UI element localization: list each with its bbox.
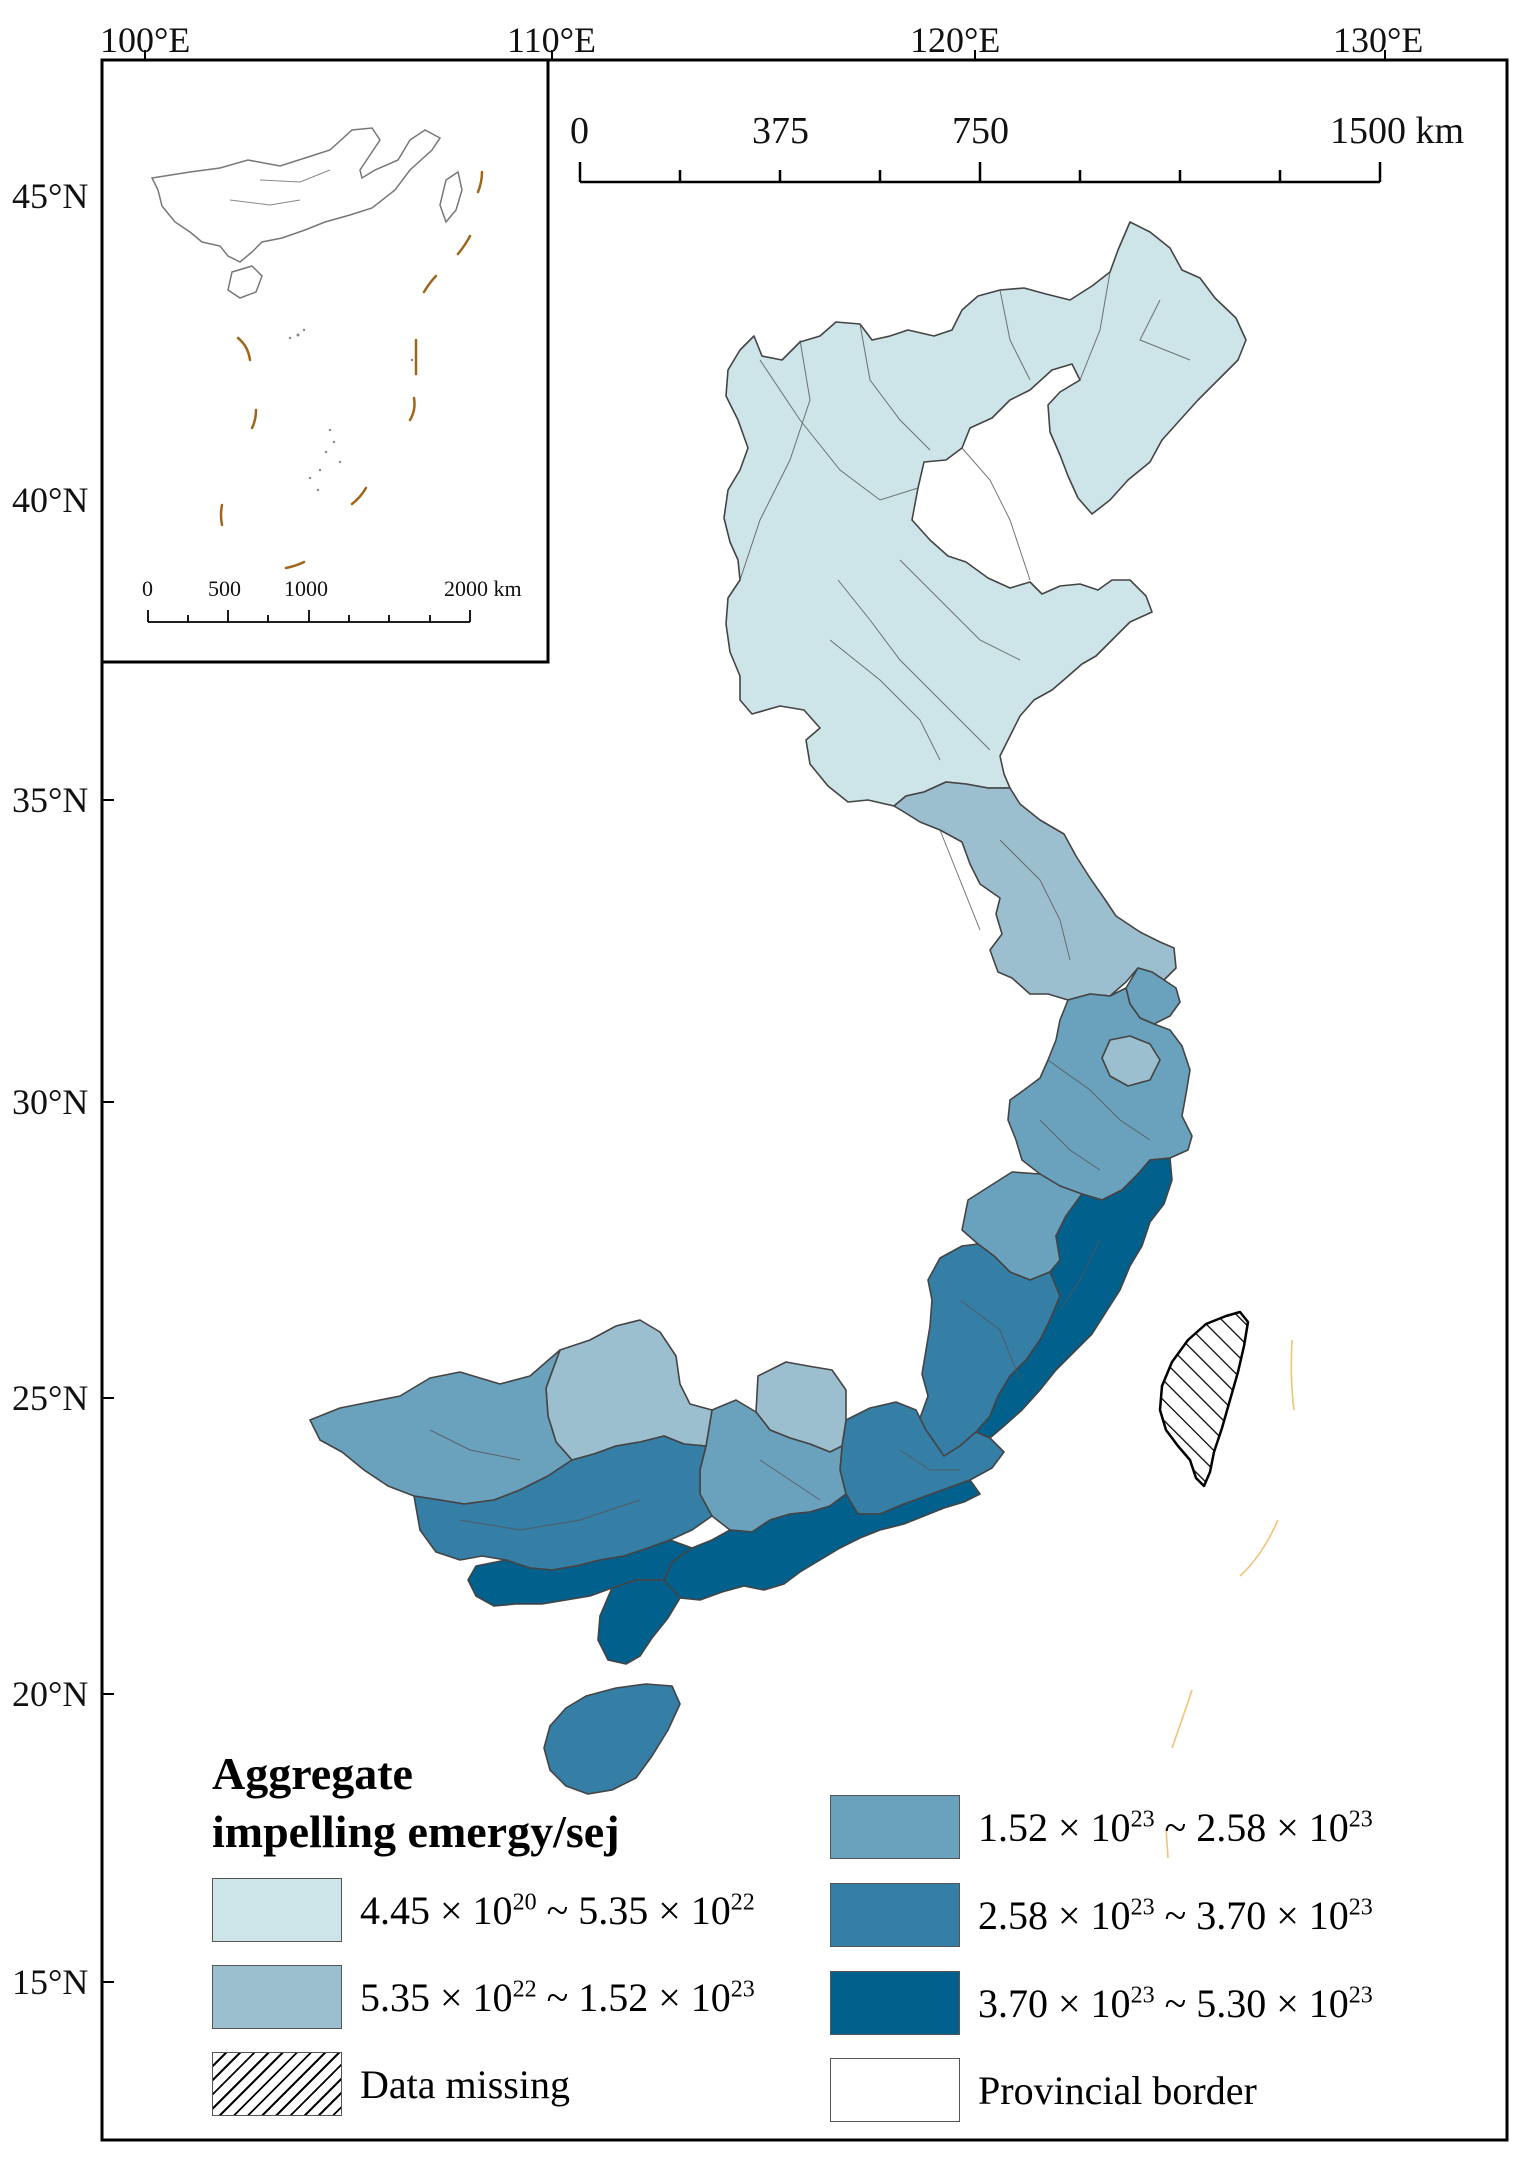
scale-bar-label: 750 xyxy=(952,110,1009,152)
legend-range-label: 4.45 × 1020 ~ 5.35 × 1022 xyxy=(360,1887,755,1933)
legend-provincial-border-label: Provincial border xyxy=(978,2067,1257,2113)
inset-scale-label: 500 xyxy=(208,576,241,601)
region-guangxi-north xyxy=(545,1319,713,1461)
lat-tick-label: 30°N xyxy=(12,1082,88,1122)
lat-tick-label: 45°N xyxy=(12,176,88,216)
lat-tick-label: 35°N xyxy=(12,780,88,820)
legend-swatch xyxy=(212,1965,342,2029)
region-guangdong-coast xyxy=(663,1479,981,1601)
region-north xyxy=(723,221,1247,807)
lat-tick-label: 15°N xyxy=(12,1962,88,2002)
inset-scale-label: 0 xyxy=(142,576,153,601)
region-jiangsu xyxy=(893,781,1177,1001)
region-guangxi-coast xyxy=(467,1539,693,1607)
legend-item-5: 3.70 × 1023 ~ 5.30 × 1023 xyxy=(830,1971,1373,2035)
inset-map xyxy=(100,58,550,664)
legend-title: Aggregate impelling emergy/sej xyxy=(212,1745,772,1861)
inset-scale-label: 2000 km xyxy=(444,576,522,601)
legend-item-4: 2.58 × 1023 ~ 3.70 × 1023 xyxy=(830,1883,1373,1947)
legend-item-2: 5.35 × 1022 ~ 1.52 × 1023 xyxy=(212,1965,755,2029)
lon-ticks xyxy=(144,50,1386,60)
legend-swatch xyxy=(830,1795,960,1859)
legend-swatch xyxy=(830,1883,960,1947)
lon-tick-label: 130°E xyxy=(1333,20,1423,60)
map-frame xyxy=(100,58,1509,2142)
region-hainan xyxy=(543,1683,681,1795)
legend: Aggregate impelling emergy/sej 4.45 × 10… xyxy=(212,1745,1512,2145)
legend-range-label: 3.70 × 1023 ~ 5.30 × 1023 xyxy=(978,1980,1373,2026)
legend-range-label: 1.52 × 1023 ~ 2.58 × 1023 xyxy=(978,1804,1373,1850)
legend-range-label: 2.58 × 1023 ~ 3.70 × 1023 xyxy=(978,1892,1373,1938)
region-zhejiang-north xyxy=(1101,1035,1161,1087)
scale-bar-label: 1500 km xyxy=(1330,110,1464,152)
legend-title-line1: Aggregate xyxy=(212,1748,413,1799)
scale-bar xyxy=(578,162,1382,184)
region-guangxi-central xyxy=(413,1435,713,1571)
region-taiwan xyxy=(1158,1310,1250,1488)
inset-scale-label: 1000 xyxy=(284,576,328,601)
scale-bar-label: 375 xyxy=(752,110,809,152)
lon-tick-label: 100°E xyxy=(100,20,190,60)
region-leizhou xyxy=(597,1579,681,1665)
legend-title-line2: impelling emergy/sej xyxy=(212,1806,620,1857)
legend-item-border: Provincial border xyxy=(830,2058,1257,2122)
lon-tick-label: 120°E xyxy=(910,20,1000,60)
legend-swatch xyxy=(830,1971,960,2035)
lat-tick-label: 40°N xyxy=(12,480,88,520)
lat-tick-label: 25°N xyxy=(12,1378,88,1418)
legend-item-missing: Data missing xyxy=(212,2052,570,2116)
lon-tick-label: 110°E xyxy=(507,20,596,60)
legend-swatch-hatch xyxy=(212,2052,342,2116)
legend-range-label: 5.35 × 1022 ~ 1.52 × 1023 xyxy=(360,1974,755,2020)
dash-line xyxy=(1165,1339,1295,1859)
legend-swatch xyxy=(212,1878,342,1942)
province-borders xyxy=(429,271,1191,1531)
region-guangxi-west xyxy=(309,1349,573,1505)
region-fujian-coast xyxy=(975,1157,1173,1439)
legend-swatch-border xyxy=(830,2058,960,2122)
legend-data-missing-label: Data missing xyxy=(360,2061,570,2107)
legend-item-1: 4.45 × 1020 ~ 5.35 × 1022 xyxy=(212,1878,755,1942)
scale-bar-label: 0 xyxy=(570,110,589,152)
legend-item-3: 1.52 × 1023 ~ 2.58 × 1023 xyxy=(830,1795,1373,1859)
lat-tick-label: 20°N xyxy=(12,1674,88,1714)
